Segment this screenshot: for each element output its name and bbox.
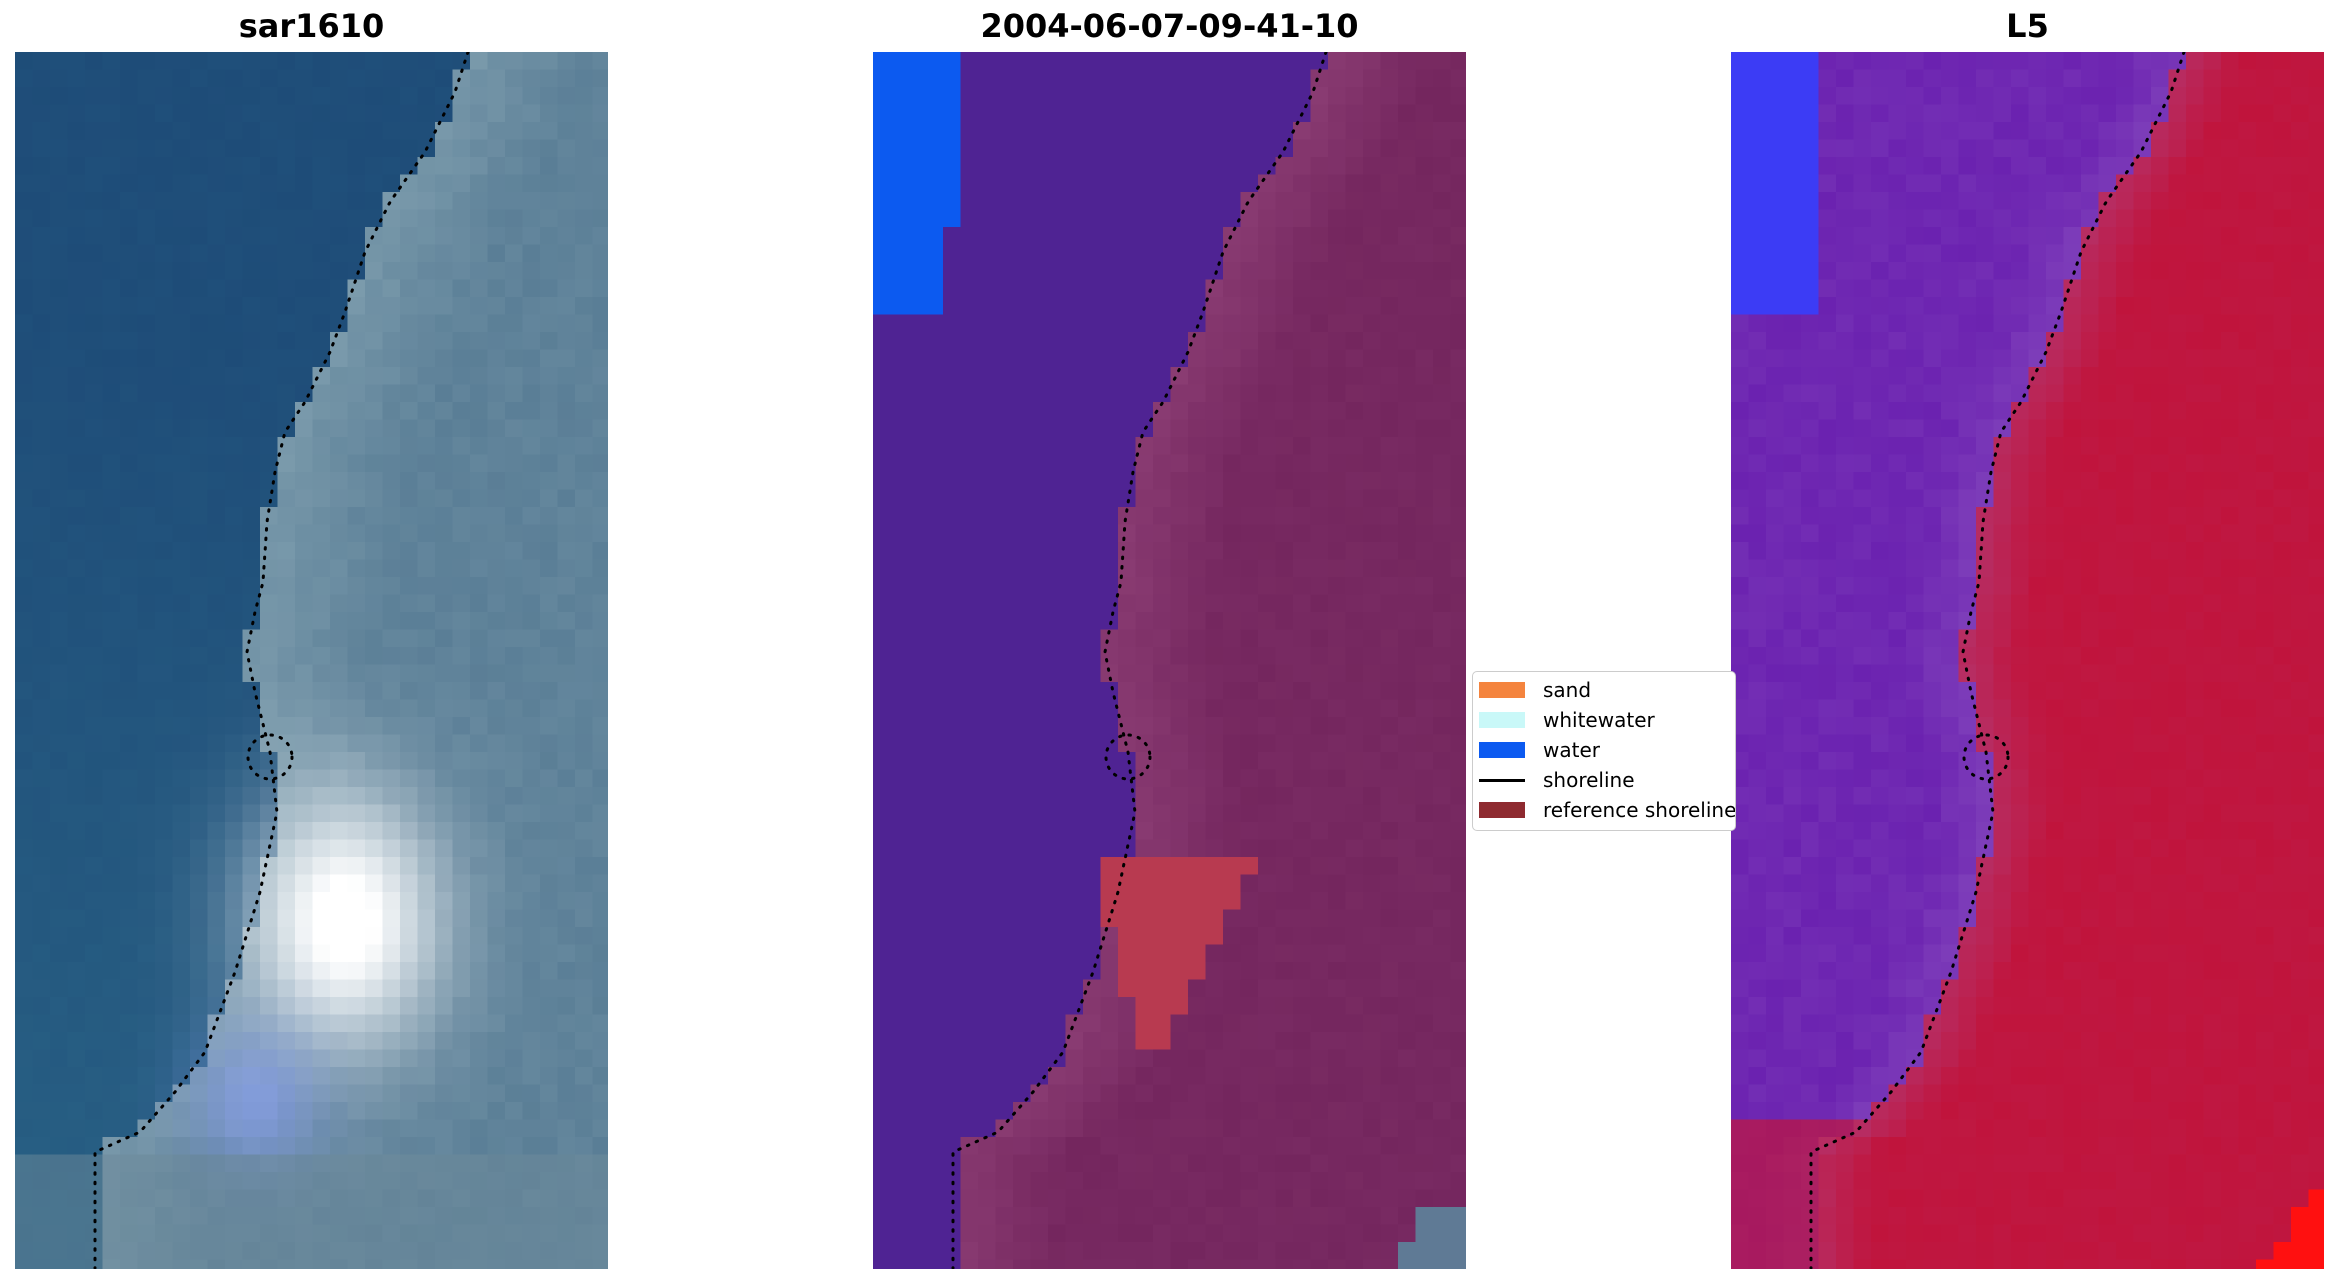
whitewater-swatch [1479,712,1525,728]
legend-item-whitewater: whitewater [1479,705,1655,735]
shoreline-dotted-line [951,52,1328,1269]
rgb-image-panel [15,52,608,1269]
panel-title-rgb: sar1610 [238,7,385,45]
panel-title-index: L5 [2006,7,2049,45]
legend-item-shoreline: shoreline [1479,765,1635,795]
shoreline-line-swatch [1479,778,1525,782]
index-image-panel [1731,52,2324,1269]
legend-label-water: water [1543,738,1600,762]
legend-label-shoreline: shoreline [1543,768,1635,792]
classification-image-panel [873,52,1466,1269]
shoreline-dotted-line [1809,52,2186,1269]
rgb-satellite-image [15,52,608,1269]
legend-item-sand: sand [1479,675,1591,705]
legend-label-sand: sand [1543,678,1592,702]
legend-label-reference-shoreline: reference shoreline [1543,798,1736,822]
shoreline-dotted-line [93,52,470,1269]
classified-satellite-image [873,52,1466,1269]
legend-item-water: water [1479,735,1600,765]
shoreline-loop [1962,733,2010,781]
panel-title-classification: 2004-06-07-09-41-10 [980,7,1359,45]
sand-swatch [1479,682,1525,698]
legend-label-whitewater: whitewater [1543,708,1655,732]
water-swatch [1479,742,1525,758]
reference-shoreline-swatch [1479,802,1525,818]
water-index-image [1731,52,2324,1269]
legend: sand whitewater water shoreline referenc… [1472,671,1736,831]
shoreline-loop [246,733,294,781]
legend-item-reference-shoreline: reference shoreline [1479,795,1736,825]
shoreline-loop [1104,733,1152,781]
